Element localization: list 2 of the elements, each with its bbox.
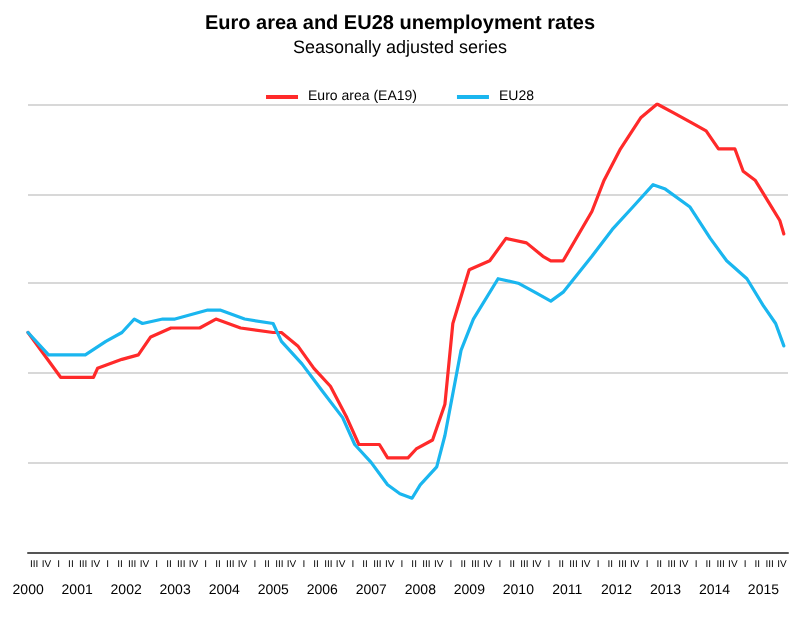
chart-subtitle: Seasonally adjusted series bbox=[292, 37, 509, 57]
chart-title: Euro area and EU28 unemployment rates bbox=[204, 13, 596, 35]
